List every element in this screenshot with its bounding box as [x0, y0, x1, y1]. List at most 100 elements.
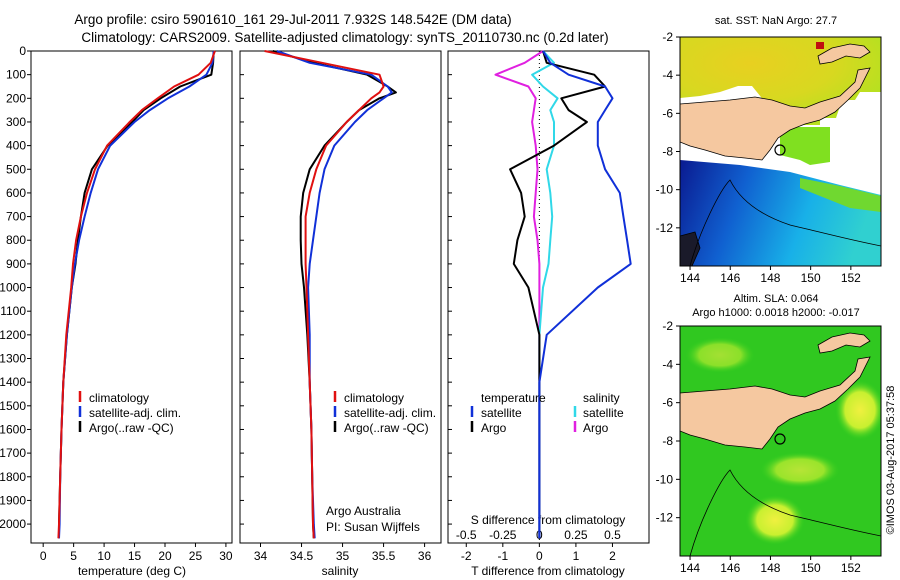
salinity-diff-tick-label: -0.5 — [456, 528, 477, 542]
figure-title-line1: Argo profile: csiro 5901610_161 29-Jul-2… — [74, 12, 511, 27]
sla-argo-marker — [774, 433, 786, 445]
figure-title-line2: Climatology: CARS2009. Satellite-adjuste… — [81, 30, 608, 45]
salinity-panel-frame — [239, 50, 442, 544]
depth-tick-label: 1800 — [0, 470, 26, 484]
difference-x-tick-label: -2 — [461, 549, 472, 563]
sst-map — [680, 37, 881, 266]
sla-map-title-line2: Argo h1000: 0.0018 h2000: -0.017 — [692, 307, 860, 319]
depth-axis: 0 100 200 300 400 500 600 700 800 900 1000 1100 1200… — [0, 44, 452, 531]
sst-green-fringe — [800, 178, 881, 212]
imos-timestamp: ©IMOS 03-Aug-2017 05:37:58 — [885, 386, 897, 535]
depth-tick-label: 200 — [6, 91, 26, 105]
temperature-xlabel: temperature (deg C) — [78, 564, 186, 578]
legend-label-argo: Argo(..raw -QC) — [89, 421, 174, 435]
map-lon-tick-label: 152 — [841, 561, 861, 575]
depth-tick-label: 1200 — [0, 328, 26, 342]
difference-x-tick-label: 2 — [609, 549, 616, 563]
temperature-x-tick-label: 10 — [97, 549, 111, 563]
sla-blob-3 — [760, 452, 840, 488]
map-lon-tick-label: 146 — [720, 561, 740, 575]
depth-tick-label: 1500 — [0, 399, 26, 413]
depth-tick-label: 600 — [6, 186, 26, 200]
sst-new-britain-land — [817, 43, 871, 65]
sla-map-axes: 144 146 148 150 152 -2 -4 -6 -8 -10 -12 — [656, 319, 862, 575]
temperature-x-tick-label: 15 — [128, 549, 142, 563]
legend-label-sal-satellite: satellite — [583, 406, 624, 420]
sla-map-title-line1: Altim. SLA: 0.064 — [734, 293, 819, 305]
legend-label-climatology: climatology — [89, 391, 149, 405]
map-lon-tick-label: 144 — [680, 271, 700, 285]
depth-tick-label: 1700 — [0, 446, 26, 460]
salinity-line-argo-raw-qc- — [272, 50, 397, 539]
temperature-line-climatology — [57, 50, 216, 539]
salinity-x-tick-label: 35.5 — [372, 549, 396, 563]
salinity-x-tick-label: 34 — [254, 549, 268, 563]
sla-blob-2 — [835, 380, 881, 440]
depth-tick-label: 1300 — [0, 352, 26, 366]
sla-coast-contour — [689, 469, 881, 556]
map-lon-tick-label: 148 — [760, 271, 780, 285]
difference-line-temperature-satellite — [538, 50, 632, 539]
salinity-line-satellite-adj-clim- — [276, 50, 393, 539]
depth-tick-label: 1600 — [0, 422, 26, 436]
temperature-x-tick-label: 5 — [70, 549, 77, 563]
depth-tick-label: 500 — [6, 162, 26, 176]
salinity-x-tick-label: 35 — [336, 549, 350, 563]
sst-new-guinea-land — [680, 67, 871, 161]
sla-new-guinea-land — [680, 356, 871, 450]
depth-tick-label: 1900 — [0, 493, 26, 507]
sst-argo-marker — [774, 144, 786, 156]
map-lat-tick-label: -12 — [656, 511, 674, 525]
difference-x-tick-label: 0 — [536, 549, 543, 563]
annotation-pi: PI: Susan Wijffels — [326, 520, 420, 534]
difference-panel-frame — [447, 50, 650, 544]
sst-map-axes: 144 146 148 150 152 -2 -4 -6 -8 -10 -12 — [656, 30, 862, 285]
salinity-legend: climatology satellite-adj. clim. Argo(..… — [333, 391, 436, 435]
legend-label-satellite: satellite-adj. clim. — [344, 406, 436, 420]
temperature-x-tick-label: 0 — [40, 549, 47, 563]
difference-x-tick-label: -1 — [497, 549, 508, 563]
legend-label-satellite: satellite-adj. clim. — [89, 406, 181, 420]
sst-green-patch — [780, 127, 830, 165]
legend-label-temp-satellite: satellite — [481, 406, 522, 420]
map-lon-tick-label: 144 — [680, 561, 700, 575]
map-lat-tick-label: -2 — [662, 319, 673, 333]
temperature-x-axis: 0 5 10 15 20 25 30 — [40, 543, 233, 563]
temperature-x-tick-label: 20 — [158, 549, 172, 563]
salinity-x-axis: 34 34.5 35 35.5 36 — [254, 543, 432, 563]
map-lat-tick-label: -6 — [662, 396, 673, 410]
sst-australia-land — [680, 231, 701, 266]
difference-legend: temperature salinity satellite Argo sate… — [470, 391, 624, 435]
salinity-x-tick-label: 36 — [418, 549, 432, 563]
difference-line-salinity-satellite — [531, 50, 559, 539]
difference-line-salinity-argo — [494, 50, 544, 539]
map-lat-tick-label: -4 — [662, 357, 673, 371]
depth-tick-label: 2000 — [0, 517, 26, 531]
temperature-x-tick-label: 25 — [189, 549, 203, 563]
legend-title-salinity: salinity — [583, 391, 620, 405]
depth-tick-label: 0 — [19, 44, 26, 58]
map-lat-tick-label: -10 — [656, 472, 674, 486]
map-lat-tick-label: -8 — [662, 434, 673, 448]
salinity-diff-tick-label: 0.25 — [564, 528, 588, 542]
sst-map-title: sat. SST: NaN Argo: 27.7 — [715, 15, 837, 27]
legend-label-sal-argo: Argo — [583, 421, 609, 435]
temperature-series — [57, 50, 216, 539]
legend-title-temperature: temperature — [481, 391, 546, 405]
difference-x-tick-label: 1 — [573, 549, 580, 563]
sst-red-cell — [816, 42, 824, 49]
temperature-legend: climatology satellite-adj. clim. Argo(..… — [78, 391, 181, 435]
map-lat-tick-label: -10 — [656, 183, 674, 197]
sla-map — [680, 326, 881, 556]
map-lat-tick-label: -6 — [662, 106, 673, 120]
map-lat-tick-label: -4 — [662, 68, 673, 82]
depth-tick-label: 900 — [6, 257, 26, 271]
map-lon-tick-label: 148 — [760, 561, 780, 575]
legend-label-temp-argo: Argo — [481, 421, 507, 435]
annotation-argo-australia: Argo Australia — [326, 504, 401, 518]
depth-tick-label: 800 — [6, 233, 26, 247]
sla-blob-1 — [745, 495, 805, 545]
depth-tick-label: 1000 — [0, 281, 26, 295]
legend-label-climatology: climatology — [344, 391, 404, 405]
